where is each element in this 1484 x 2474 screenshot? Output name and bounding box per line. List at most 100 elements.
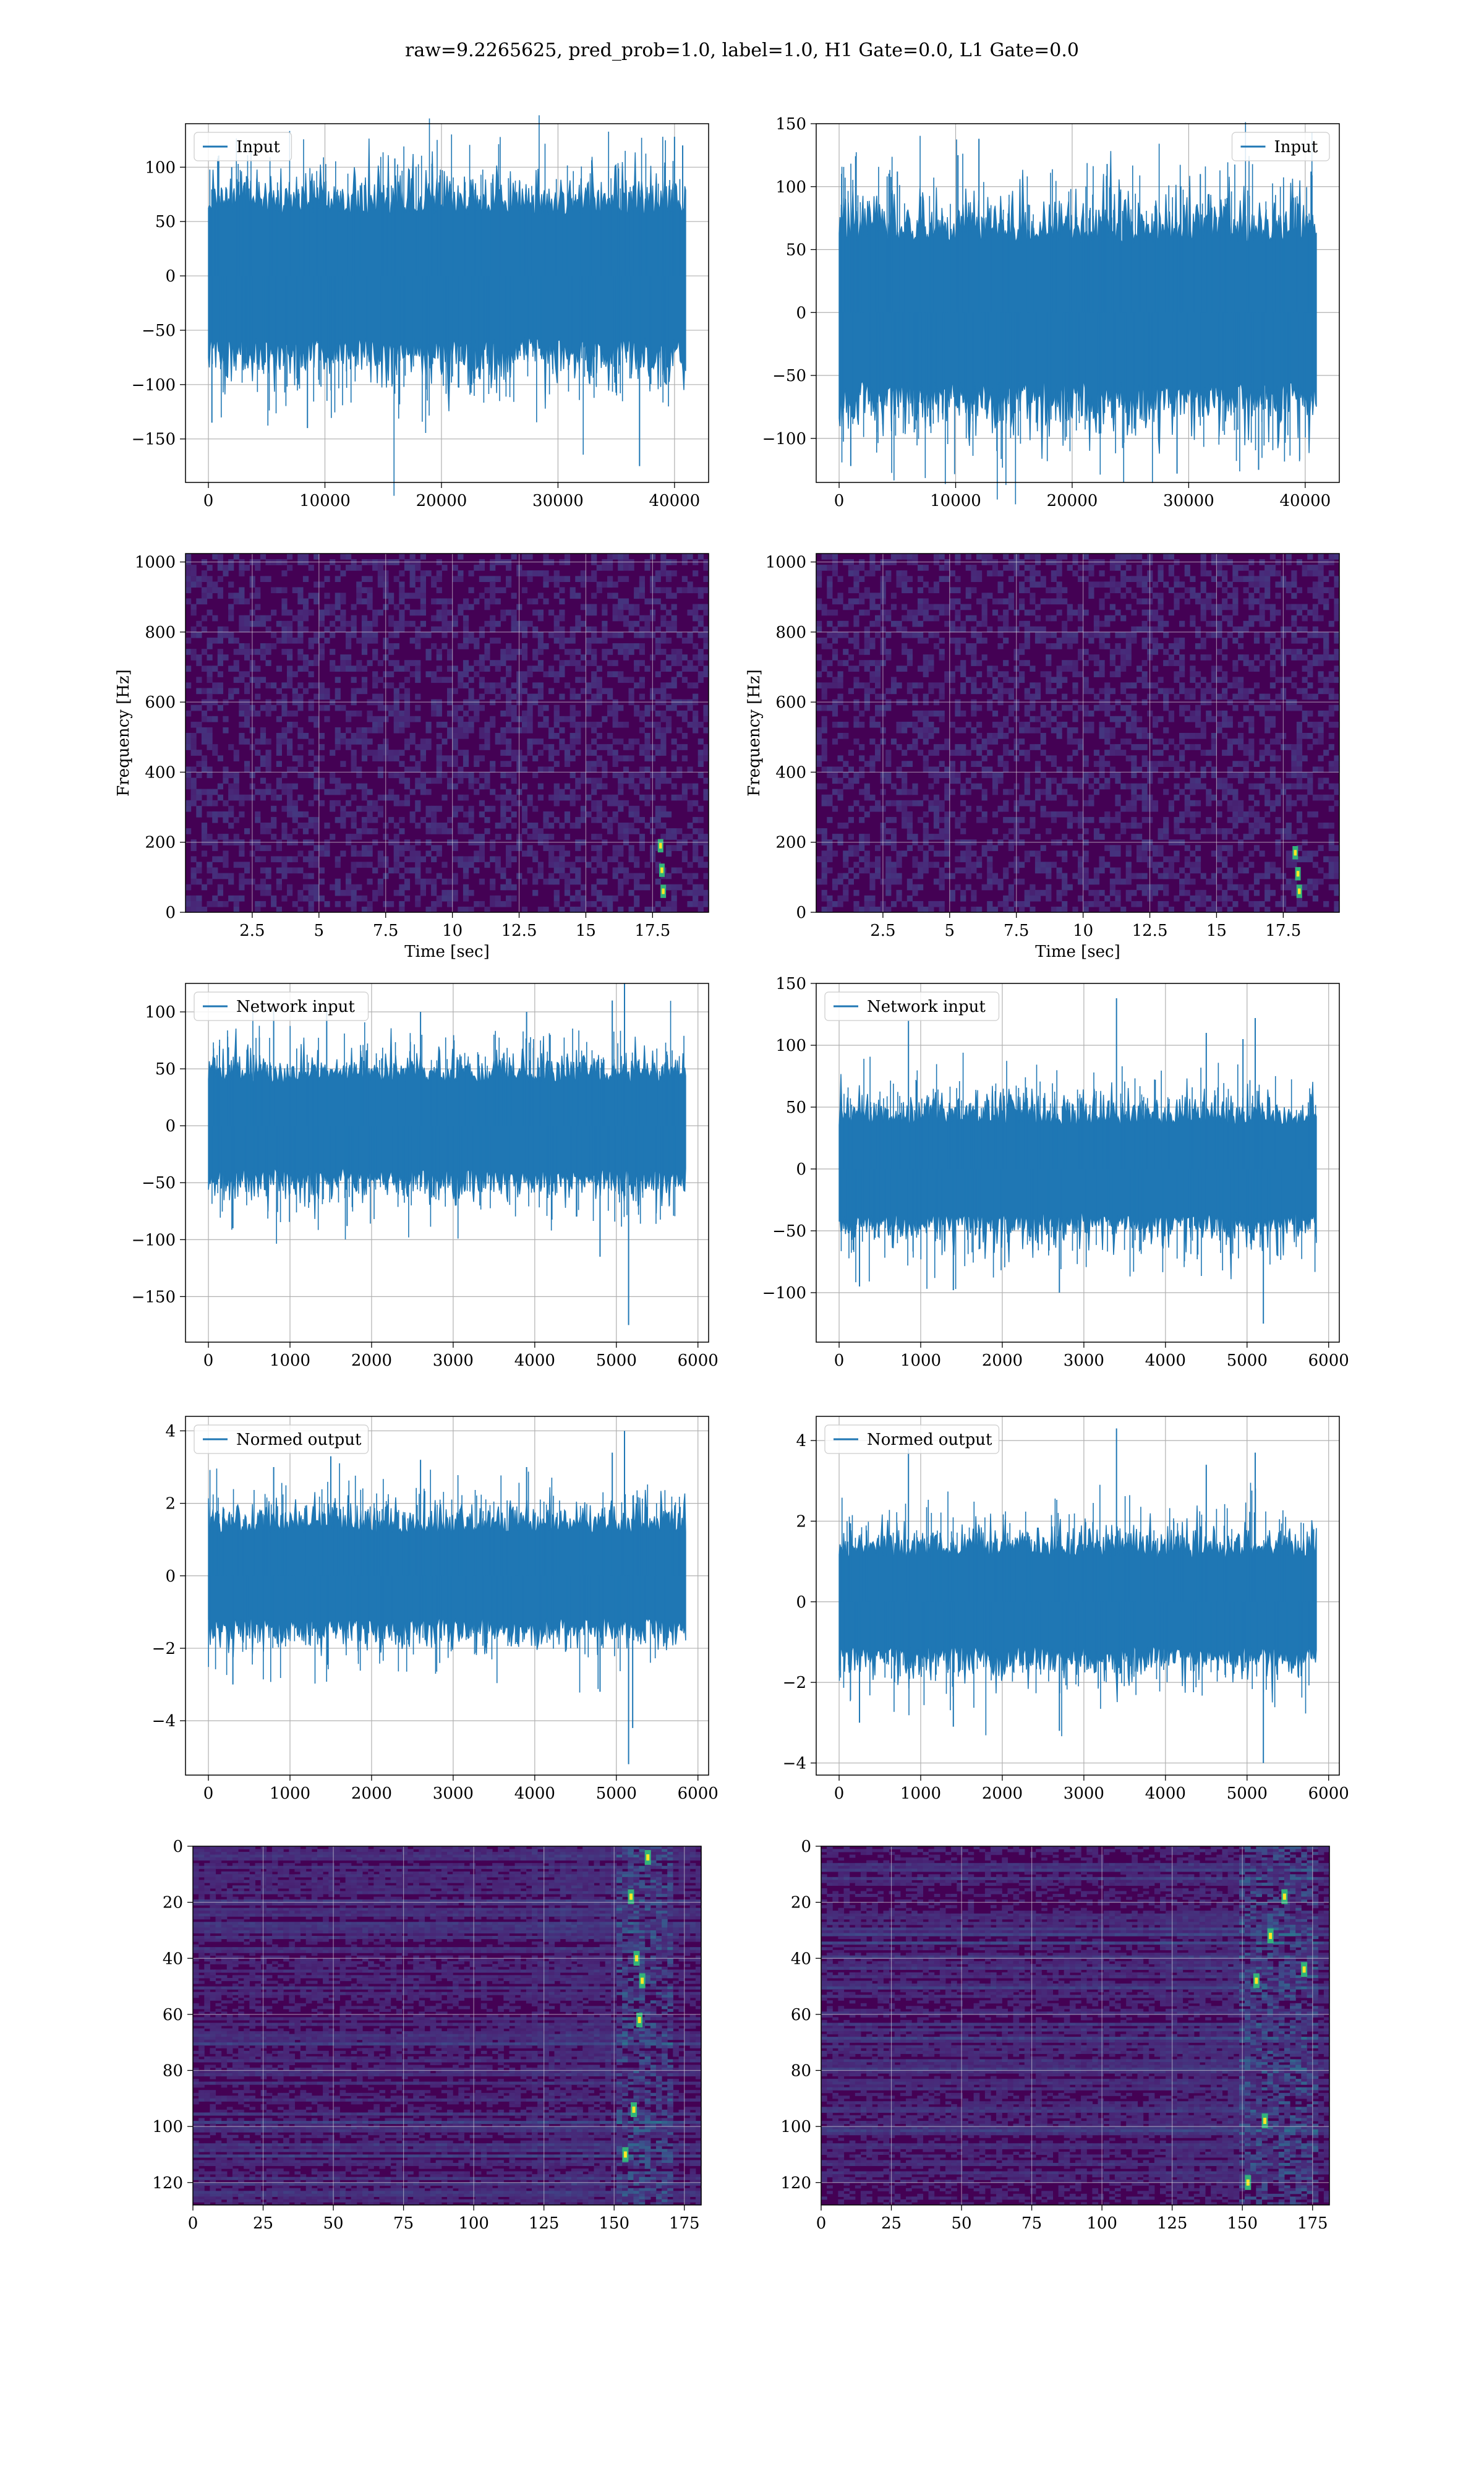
h1-normed-output-ytick-label-4: −4 (152, 1712, 176, 1731)
l1-feature-map-hotspot-2 (1269, 1933, 1273, 1939)
l1-normed-output-xtick-label-4: 4000 (1145, 1784, 1186, 1803)
h1-spectrogram-hotspot-0 (662, 888, 665, 894)
h1-normed-output-legend-box (194, 1424, 369, 1454)
l1-network-input-series-whiskers (840, 1052, 1317, 1290)
l1-network-input-xtick-label-1: 1000 (900, 1351, 941, 1370)
l1-feature-map-xtick-label-7: 175 (1297, 2214, 1328, 2233)
l1-spectrogram-hotspot-1 (1296, 871, 1300, 877)
l1-input-series-whiskers (840, 122, 1313, 505)
l1-input-legend: Input (1231, 132, 1330, 161)
h1-input-ytick-label-1: 50 (155, 213, 176, 231)
h1-feature-map-xtick-label-2: 50 (323, 2214, 344, 2233)
l1-network-input-legend-label: Network input (867, 998, 986, 1016)
l1-spectrogram-xtick-label-5: 15 (1206, 922, 1227, 940)
l1-spectrogram-xtick-label-0: 2.5 (870, 922, 895, 940)
l1-network-input-xtick-label-3: 3000 (1064, 1351, 1104, 1370)
l1-spectrogram-xtick-label-6: 17.5 (1265, 922, 1301, 940)
l1-spectrogram-xtick-label-1: 5 (945, 922, 955, 940)
l1-input-ytick-label-0: 150 (775, 115, 806, 134)
h1-normed-output-xtick-label-3: 3000 (433, 1784, 474, 1803)
h1-normed-output-xtick-label-1: 1000 (270, 1784, 310, 1803)
h1-input-xtick-label-2: 20000 (416, 492, 467, 510)
h1-feature-map-grid (192, 1846, 701, 2205)
h1-network-input-ytick-label-3: −50 (142, 1174, 176, 1192)
l1-network-input-ytick-label-4: −50 (772, 1222, 806, 1241)
l1-feature-map-xtick-label-1: 25 (881, 2214, 902, 2233)
l1-spectrogram-panel: 2.5 5 7.5 10 12.5 15 17.5 0 200 400 600 800 1000 Time… (745, 553, 1340, 961)
l1-spectrogram-hotspot-0 (1298, 888, 1301, 894)
l1-network-input-xtick-label-5: 5000 (1227, 1351, 1268, 1370)
l1-feature-map-ytick-label-4: 80 (791, 2062, 811, 2081)
h1-spectrogram-xtick-label-5: 15 (576, 922, 596, 940)
l1-input-ytick-label-1: 100 (775, 178, 806, 197)
l1-input-xtick-label-0: 0 (834, 492, 845, 510)
h1-normed-output-ytick-label-3: −2 (152, 1640, 176, 1658)
h1-network-input-xtick-label-1: 1000 (270, 1351, 310, 1370)
h1-input-legend: Input (194, 132, 292, 161)
l1-feature-map-xtick-label-2: 50 (952, 2214, 972, 2233)
h1-network-input-xtick-label-0: 0 (203, 1351, 214, 1370)
l1-normed-output-ytick-label-0: 4 (796, 1432, 806, 1450)
h1-network-input-ytick-label-5: −150 (132, 1288, 176, 1306)
l1-feature-map-hotspot-0 (1255, 1977, 1258, 1984)
h1-feature-map-ytick-label-6: 120 (152, 2174, 183, 2193)
l1-feature-map-ytick-label-1: 20 (791, 1894, 811, 1912)
h1-input-ytick-label-4: −100 (132, 376, 176, 395)
l1-normed-output-ytick-label-3: −2 (783, 1674, 806, 1692)
h1-input-ytick-label-2: 0 (165, 267, 176, 286)
l1-feature-map-panel: 0 25 50 75 100 125 150 175 0 20 40 60 80 100 120 (780, 1838, 1330, 2233)
l1-input-panel: 0 10000 20000 30000 40000 150 100 50 0 −50 −100 Inp… (762, 115, 1340, 510)
l1-feature-map-ytick-label-2: 40 (791, 1950, 811, 1968)
l1-input-ytick-label-5: −100 (762, 430, 806, 448)
h1-spectrogram-xtick-label-2: 7.5 (373, 922, 398, 940)
h1-input-xtick-label-3: 30000 (532, 492, 584, 510)
l1-network-input-ytick-label-0: 150 (775, 975, 806, 993)
h1-normed-output-frame (185, 1416, 709, 1776)
h1-network-input-series-whiskers (211, 1001, 684, 1244)
h1-feature-map-xtick-label-6: 150 (599, 2214, 629, 2233)
h1-feature-map-ytick-label-1: 20 (163, 1894, 183, 1912)
l1-spectrogram-frame (816, 553, 1340, 913)
l1-spectrogram-ytick-label-4: 800 (775, 623, 806, 642)
h1-network-input-ytick-label-4: −100 (132, 1231, 176, 1249)
l1-network-input-xtick-label-2: 2000 (982, 1351, 1023, 1370)
l1-spectrogram-xtick-label-3: 10 (1073, 922, 1093, 940)
h1-input-legend-box (194, 132, 292, 161)
l1-input-legend-box (1231, 132, 1330, 161)
h1-spectrogram-heatmap (186, 554, 709, 913)
h1-spectrogram-xlabel: Time [sec] (404, 943, 490, 961)
l1-feature-map-xtick-label-3: 75 (1021, 2214, 1042, 2233)
h1-feature-map-ytick-label-3: 60 (163, 2006, 183, 2024)
h1-normed-output-series-whiskers (208, 1463, 681, 1693)
h1-spectrogram-ytick-label-2: 400 (145, 763, 176, 782)
h1-feature-map-hotspot-4 (632, 2106, 636, 2113)
h1-spectrogram-xtick-label-0: 2.5 (239, 922, 265, 940)
l1-normed-output-panel: 0 1000 2000 3000 4000 5000 6000 4 2 0 −2 −4 Normed o… (783, 1416, 1349, 1803)
h1-normed-output-legend: Normed output (194, 1424, 369, 1454)
h1-feature-map-xtick-label-1: 25 (253, 2214, 273, 2233)
l1-normed-output-xtick-label-2: 2000 (982, 1784, 1023, 1803)
l1-network-input-xtick-label-6: 6000 (1308, 1351, 1349, 1370)
figure-suptitle: raw=9.2265625, pred_prob=1.0, label=1.0,… (0, 40, 1484, 61)
h1-spectrogram-ytick-label-5: 1000 (135, 554, 176, 572)
l1-normed-output-legend-box (824, 1424, 1000, 1454)
h1-network-input-xtick-label-6: 6000 (678, 1351, 719, 1370)
h1-normed-output-xtick-label-6: 6000 (678, 1784, 719, 1803)
h1-feature-map-ytick-label-4: 80 (163, 2062, 183, 2081)
h1-input-frame (185, 123, 709, 483)
l1-network-input-legend-box (824, 991, 1000, 1021)
l1-network-input-ytick-label-1: 100 (775, 1037, 806, 1055)
h1-spectrogram-hotspot-1 (660, 867, 663, 873)
l1-feature-map-xtick-label-5: 125 (1157, 2214, 1188, 2233)
l1-normed-output-xtick-label-0: 0 (834, 1784, 845, 1803)
l1-normed-output-ytick-label-1: 2 (796, 1512, 806, 1531)
l1-spectrogram-ytick-label-5: 1000 (765, 554, 806, 572)
h1-spectrogram-xtick-label-6: 17.5 (634, 922, 670, 940)
h1-spectrogram-ytick-label-0: 0 (165, 904, 176, 922)
h1-network-input-ytick-label-1: 50 (155, 1060, 176, 1079)
h1-normed-output-ytick-label-1: 2 (165, 1495, 176, 1513)
h1-input-ytick-label-5: −150 (132, 430, 176, 449)
h1-normed-output-xtick-label-5: 5000 (596, 1784, 637, 1803)
h1-feature-map-hotspot-6 (623, 2151, 627, 2158)
